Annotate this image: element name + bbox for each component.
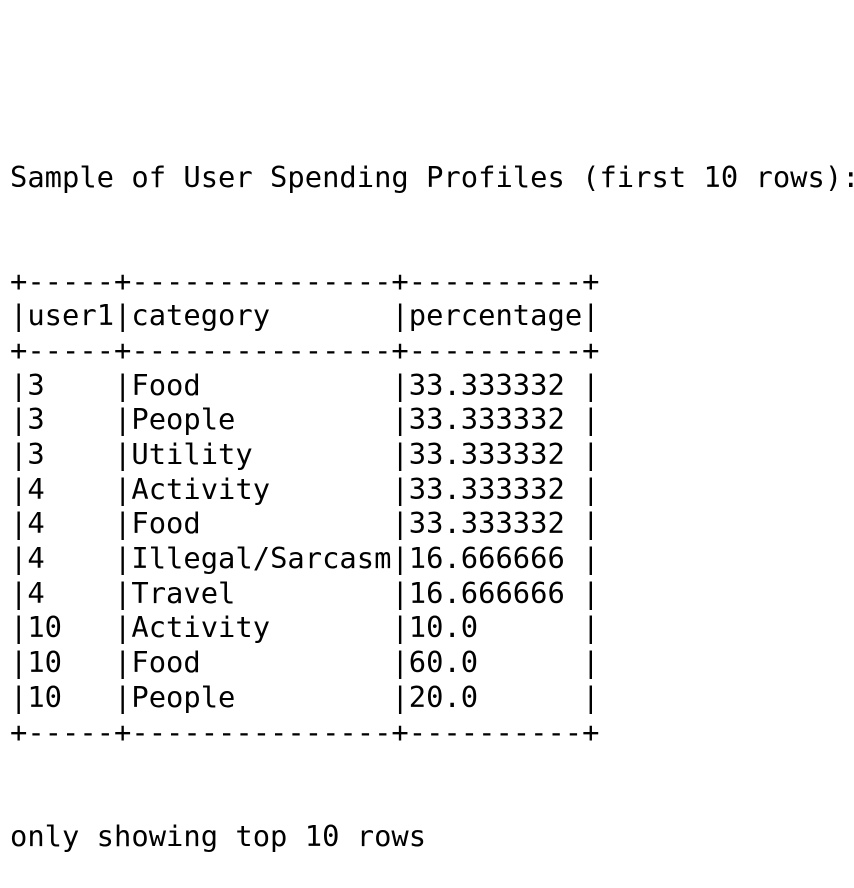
column-separator: | — [114, 402, 132, 437]
table-cell: 33.333332 — [408, 506, 583, 541]
table-row: |4 |Activity |33.333332 | — [10, 472, 850, 507]
table-cell: 3 — [27, 402, 115, 437]
column-separator: | — [391, 575, 409, 610]
table-cell: 10 — [27, 645, 115, 680]
column-separator: | — [582, 610, 600, 645]
column-separator: | — [582, 541, 600, 576]
column-header: user1 — [27, 298, 115, 333]
table-row: |4 |Travel |16.666666 | — [10, 576, 850, 611]
column-separator: | — [114, 298, 132, 333]
table-cell: Food — [131, 506, 392, 541]
table-cell: 4 — [27, 575, 115, 610]
column-separator: | — [10, 679, 28, 714]
table-row: |10 |People |20.0 | — [10, 680, 850, 715]
table-row: |3 |People |33.333332 | — [10, 402, 850, 437]
column-separator: | — [114, 645, 132, 680]
column-separator: | — [114, 541, 132, 576]
column-separator: | — [582, 645, 600, 680]
column-separator: | — [114, 679, 132, 714]
table-cell: 4 — [27, 541, 115, 576]
column-separator: | — [10, 506, 28, 541]
column-separator: | — [391, 471, 409, 506]
table-cell: 33.333332 — [408, 367, 583, 402]
column-separator: | — [582, 298, 600, 333]
previous-output-line — [10, 55, 850, 90]
column-separator: | — [10, 402, 28, 437]
column-separator: | — [10, 298, 28, 333]
column-separator: | — [391, 298, 409, 333]
table-cell: 33.333332 — [408, 471, 583, 506]
column-separator: | — [582, 575, 600, 610]
column-separator: | — [10, 541, 28, 576]
table-cell: Travel — [131, 575, 392, 610]
table-cell: Food — [131, 367, 392, 402]
table-cell: 33.333332 — [408, 402, 583, 437]
column-separator: | — [10, 367, 28, 402]
table-row: |3 |Food |33.333332 | — [10, 368, 850, 403]
column-separator: | — [391, 367, 409, 402]
column-separator: | — [114, 367, 132, 402]
column-header: percentage — [408, 298, 583, 333]
table-cell: Utility — [131, 437, 392, 472]
table-cell: 16.666666 — [408, 575, 583, 610]
column-separator: | — [114, 575, 132, 610]
column-separator: | — [114, 506, 132, 541]
column-separator: | — [391, 679, 409, 714]
column-separator: | — [582, 367, 600, 402]
table-top-border: +-----+---------------+----------+ — [10, 263, 600, 298]
table-row: |10 |Activity |10.0 | — [10, 610, 850, 645]
column-separator: | — [10, 575, 28, 610]
table-cell: 16.666666 — [408, 541, 583, 576]
table-cell: Activity — [131, 471, 392, 506]
table-cell: 60.0 — [408, 645, 583, 680]
table-header-border: +-----+---------------+----------+ — [10, 332, 600, 367]
column-separator: | — [10, 610, 28, 645]
table-row: |3 |Utility |33.333332 | — [10, 437, 850, 472]
table-cell: 10 — [27, 610, 115, 645]
column-separator: | — [391, 506, 409, 541]
column-header: category — [131, 298, 392, 333]
column-separator: | — [582, 679, 600, 714]
table-cell: Food — [131, 645, 392, 680]
column-separator: | — [114, 471, 132, 506]
table-cell: 4 — [27, 471, 115, 506]
column-separator: | — [10, 471, 28, 506]
column-separator: | — [114, 610, 132, 645]
table-cell: People — [131, 679, 392, 714]
column-separator: | — [391, 541, 409, 576]
table-cell: Activity — [131, 610, 392, 645]
terminal-output: Sample of User Spending Profiles (first … — [10, 0, 854, 888]
column-separator: | — [391, 645, 409, 680]
table-row: |4 |Food |33.333332 | — [10, 506, 850, 541]
table-bottom-border: +-----+---------------+----------+ — [10, 714, 600, 749]
table-cell: 3 — [27, 367, 115, 402]
table-footer-note: only showing top 10 rows — [10, 818, 427, 853]
table-cell: People — [131, 402, 392, 437]
column-separator: | — [391, 402, 409, 437]
column-separator: | — [582, 506, 600, 541]
column-separator: | — [391, 437, 409, 472]
table-row: |4 |Illegal/Sarcasm|16.666666 | — [10, 541, 850, 576]
column-separator: | — [391, 610, 409, 645]
table-cell: Illegal/Sarcasm — [131, 541, 392, 576]
table-cell: 10 — [27, 679, 115, 714]
table-cell: 10.0 — [408, 610, 583, 645]
column-separator: | — [582, 437, 600, 472]
table-header-row: |user1|category |percentage| — [10, 298, 850, 333]
results-table: +-----+---------------+----------+ |user1… — [10, 264, 850, 750]
table-cell: 33.333332 — [408, 437, 583, 472]
output-heading: Sample of User Spending Profiles (first … — [10, 159, 854, 194]
column-separator: | — [582, 471, 600, 506]
table-cell: 20.0 — [408, 679, 583, 714]
table-row: |10 |Food |60.0 | — [10, 645, 850, 680]
table-cell: 4 — [27, 506, 115, 541]
column-separator: | — [10, 645, 28, 680]
column-separator: | — [10, 437, 28, 472]
table-cell: 3 — [27, 437, 115, 472]
column-separator: | — [114, 437, 132, 472]
column-separator: | — [582, 402, 600, 437]
